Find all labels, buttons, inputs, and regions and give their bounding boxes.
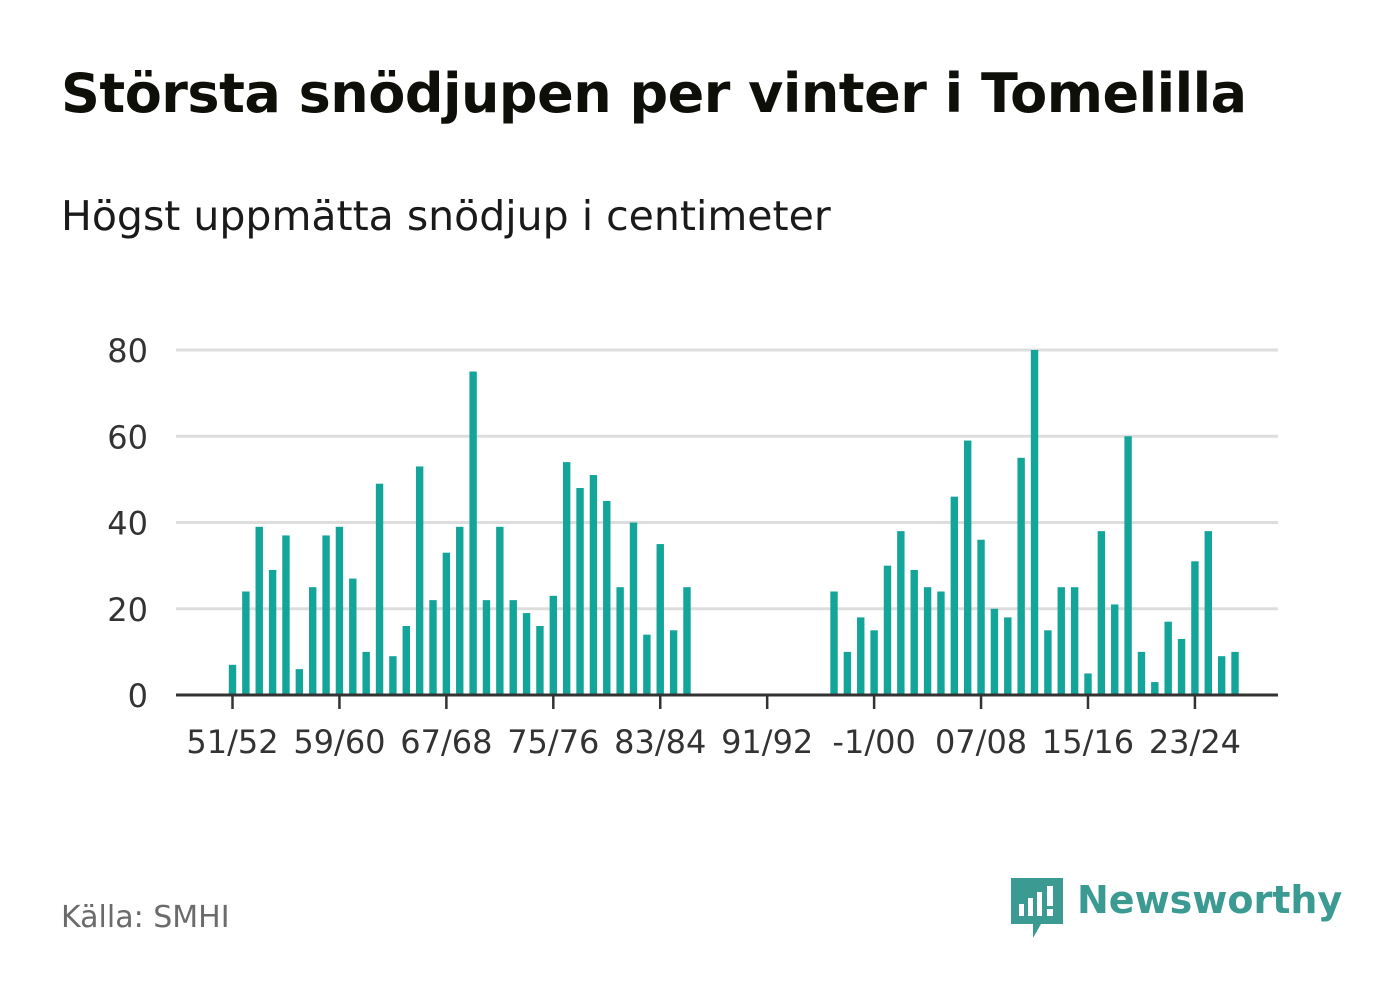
bar [897,531,905,696]
bar [482,600,491,696]
bar [429,600,437,696]
bar [1044,630,1052,695]
bar [242,591,250,695]
x-tick-label: 07/08 [935,723,1027,761]
bar [402,626,410,695]
bar [456,526,464,695]
chart-title: Största snödjupen per vinter i Tomelilla [61,62,1247,125]
bar [603,500,611,695]
bar [1030,350,1039,695]
bar [335,526,344,695]
bar [883,565,892,696]
bar [375,483,384,695]
bar [1004,617,1012,696]
source-note: Källa: SMHI [61,900,230,935]
bar [469,371,477,695]
bar [1191,561,1199,695]
bar [990,608,999,695]
bar [1097,531,1106,696]
y-tick-label: 0 [128,677,148,715]
bar [830,591,838,695]
bar [1204,531,1212,696]
newsworthy-logo-icon [1011,878,1063,938]
bar [977,539,985,695]
x-tick-label: -1/00 [832,723,915,761]
bar [442,552,451,695]
bar [509,600,517,696]
bar [683,587,691,695]
bar [950,496,959,696]
bar [870,630,878,695]
bar [923,587,932,695]
bar [1017,457,1025,695]
x-tick-label: 23/24 [1149,723,1241,761]
bar [536,626,544,695]
bar [228,664,237,695]
bar [268,569,277,695]
bar [963,440,972,695]
bar [322,535,330,695]
bar [1137,651,1146,696]
bar [910,569,918,695]
bar [1151,682,1159,695]
y-tick-label: 60 [107,418,148,456]
bar [1164,621,1172,695]
y-tick-label: 80 [107,332,148,370]
bar [643,634,651,696]
x-tick-label: 59/60 [293,723,385,761]
chart-subtitle: Högst uppmätta snödjup i centimeter [61,192,831,240]
brand-name: Newsworthy [1077,878,1343,922]
bar [1111,604,1119,695]
bar [562,462,571,696]
y-tick-label: 20 [107,591,148,629]
bar [937,591,945,695]
bar [843,651,852,696]
bar [255,526,263,695]
bar [362,651,370,696]
bar [656,544,664,695]
bar [309,587,317,695]
brand-logo: Newsworthy [1011,878,1342,940]
bar [576,488,584,695]
bar [857,617,865,696]
bar [1231,651,1239,696]
bar [1217,656,1226,695]
x-tick-label: 83/84 [614,723,706,761]
x-tick-label: 67/68 [400,723,492,761]
bar [1124,436,1132,695]
bar [1070,587,1079,695]
y-tick-label: 40 [107,505,148,543]
bar [522,613,531,695]
bar [549,595,558,695]
bar [1057,587,1065,695]
x-tick-label: 75/76 [507,723,599,761]
x-tick-label: 91/92 [721,723,813,761]
bar [496,526,504,695]
bar [415,466,424,695]
bar [629,522,638,695]
bar [295,669,304,696]
bar [1177,638,1186,695]
bar [282,535,290,695]
bar [349,578,357,695]
x-tick-label: 15/16 [1042,723,1134,761]
x-tick-label: 51/52 [186,723,278,761]
bar [669,630,678,695]
bar [616,587,624,695]
bar [389,656,397,695]
bar [589,475,598,695]
bar [1084,673,1092,695]
